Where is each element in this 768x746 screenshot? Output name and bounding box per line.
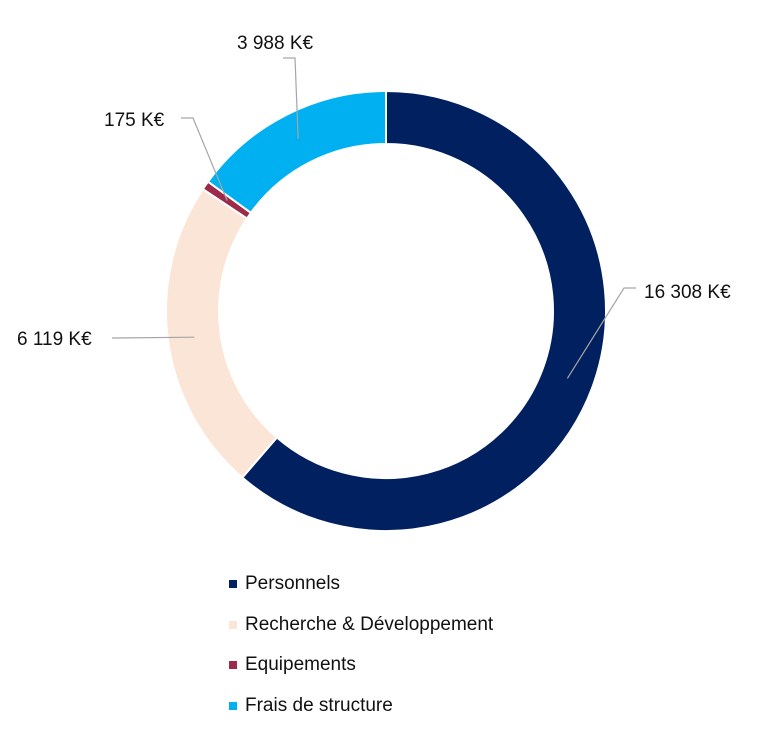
legend-swatch-recherche-developpement — [229, 620, 237, 629]
donut-slices — [165, 89, 607, 532]
leader-line-personnels — [566, 287, 636, 379]
chart-legend: Personnels Recherche & Développement Equ… — [229, 564, 493, 726]
legend-swatch-equipements — [229, 661, 237, 670]
legend-label-frais-de-structure: Frais de structure — [245, 694, 393, 716]
legend-item-equipements: Equipements — [229, 645, 493, 686]
donut-slice-recherche-developpement — [165, 187, 279, 479]
data-label-personnels: 16 308 K€ — [644, 282, 731, 303]
data-label-recherche-developpement: 6 119 K€ — [17, 329, 92, 350]
donut-chart: 16 308 K€ 6 119 K€ 175 K€ 3 988 K€ — [17, 33, 731, 532]
donut-slice-personnels — [240, 89, 607, 532]
donut-slice-frais-de-structure — [206, 89, 387, 215]
leader-line-equipements — [181, 117, 228, 201]
leader-line-recherche-developpement — [111, 336, 195, 339]
leader-line-frais-de-structure — [283, 57, 299, 139]
data-label-frais-de-structure: 3 988 K€ — [237, 33, 313, 54]
legend-label-personnels: Personnels — [245, 573, 341, 595]
legend-item-personnels: Personnels — [229, 564, 493, 605]
legend-item-frais-de-structure: Frais de structure — [229, 686, 493, 727]
data-label-equipements: 175 K€ — [104, 110, 165, 131]
leader-lines — [111, 57, 636, 379]
legend-swatch-personnels — [229, 580, 237, 589]
legend-label-recherche-developpement: Recherche & Développement — [245, 613, 494, 635]
legend-label-equipements: Equipements — [245, 654, 356, 676]
legend-item-recherche-developpement: Recherche & Développement — [229, 605, 493, 646]
legend-swatch-frais-de-structure — [229, 701, 237, 710]
